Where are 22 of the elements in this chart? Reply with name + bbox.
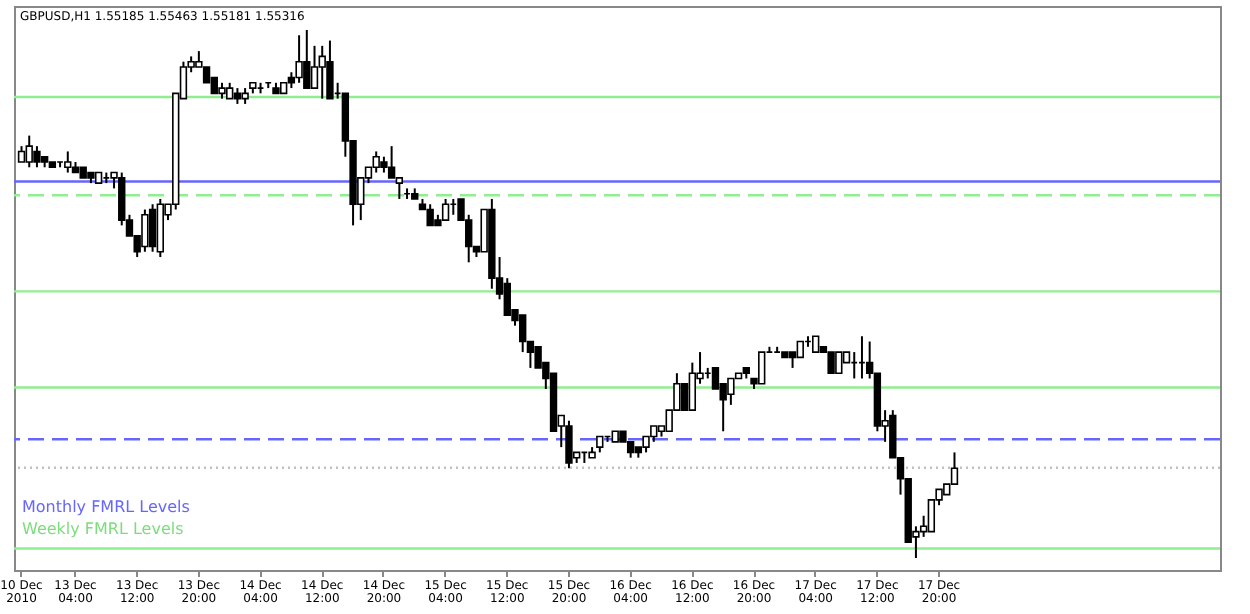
candlestick — [387, 145, 396, 179]
candlestick — [156, 197, 164, 259]
candlestick — [758, 351, 766, 385]
candlestick — [295, 34, 303, 84]
candlestick — [426, 203, 434, 227]
candlestick — [303, 29, 311, 90]
candlestick — [64, 150, 72, 174]
candlestick — [326, 39, 334, 100]
candlestick — [441, 197, 450, 222]
annotation: Weekly FMRL Levels — [22, 520, 184, 538]
candlestick — [519, 314, 527, 354]
candlestick — [727, 377, 735, 406]
annotation: Monthly FMRL Levels — [22, 498, 190, 516]
candlestick — [148, 203, 157, 253]
candlestick — [827, 351, 835, 374]
candlestick — [372, 150, 380, 174]
candlestick — [141, 208, 149, 253]
candlestick — [318, 44, 326, 100]
candlestick — [565, 419, 573, 470]
candlestick — [33, 145, 41, 169]
candlestick — [25, 134, 33, 169]
candlestick — [835, 351, 843, 374]
